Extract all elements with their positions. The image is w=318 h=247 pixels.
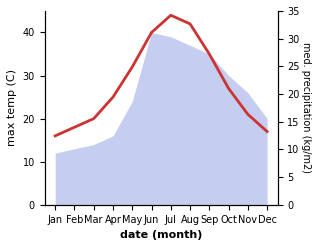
X-axis label: date (month): date (month) — [120, 230, 202, 240]
Y-axis label: max temp (C): max temp (C) — [7, 69, 17, 146]
Y-axis label: med. precipitation (kg/m2): med. precipitation (kg/m2) — [301, 42, 311, 173]
